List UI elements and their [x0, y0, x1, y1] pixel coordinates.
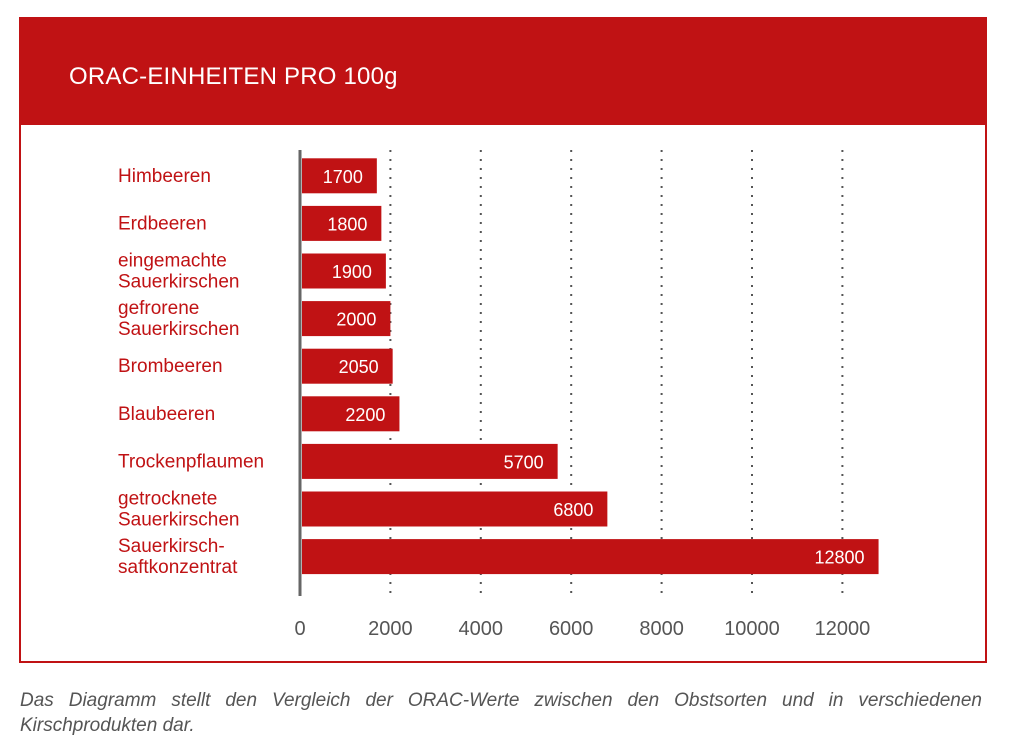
bar	[302, 348, 393, 384]
bar	[302, 301, 391, 337]
category-label: Erdbeeren	[118, 213, 207, 234]
category-label: saftkonzentrat	[118, 557, 238, 578]
category-label: Sauerkirschen	[118, 319, 239, 340]
bar-value-label: 1900	[332, 262, 372, 282]
bar-value-label: 12800	[814, 548, 864, 568]
chart-header: ORAC-EINHEITEN PRO 100g	[21, 19, 985, 125]
bar-value-label: 2000	[336, 310, 376, 330]
category-label: gefrorene	[118, 298, 199, 319]
x-tick-label: 6000	[549, 618, 594, 640]
chart-caption: Das Diagramm stellt den Vergleich der OR…	[20, 690, 982, 736]
category-label: Brombeeren	[118, 356, 223, 377]
x-tick-label: 0	[294, 618, 305, 640]
x-tick-label: 2000	[368, 618, 413, 640]
bar-value-label: 2200	[345, 405, 385, 425]
category-label: Sauerkirschen	[118, 510, 239, 531]
bar-value-label: 1800	[327, 214, 367, 234]
bar	[302, 443, 558, 479]
x-tick-label: 12000	[815, 618, 871, 640]
bar	[302, 253, 386, 289]
x-tick-label: 4000	[459, 618, 504, 640]
bar-value-label: 5700	[504, 452, 544, 472]
bar-value-label: 1700	[323, 167, 363, 187]
bar	[302, 205, 382, 241]
bar	[302, 396, 400, 432]
category-label: Sauerkirschen	[118, 272, 239, 293]
bar-value-label: 6800	[553, 500, 593, 520]
category-label: getrocknete	[118, 489, 217, 510]
bar	[302, 158, 377, 194]
category-label: eingemachte	[118, 251, 227, 272]
x-tick-label: 8000	[639, 618, 684, 640]
x-tick-label: 10000	[724, 618, 780, 640]
bar-value-label: 2050	[339, 357, 379, 377]
bar	[302, 491, 608, 527]
category-label: Trockenpflaumen	[118, 451, 264, 472]
category-label: Blaubeeren	[118, 404, 215, 425]
category-label: Sauerkirsch-	[118, 536, 225, 557]
chart-title: ORAC-EINHEITEN PRO 100g	[69, 63, 398, 90]
bar	[302, 539, 879, 575]
category-label: Himbeeren	[118, 166, 211, 187]
